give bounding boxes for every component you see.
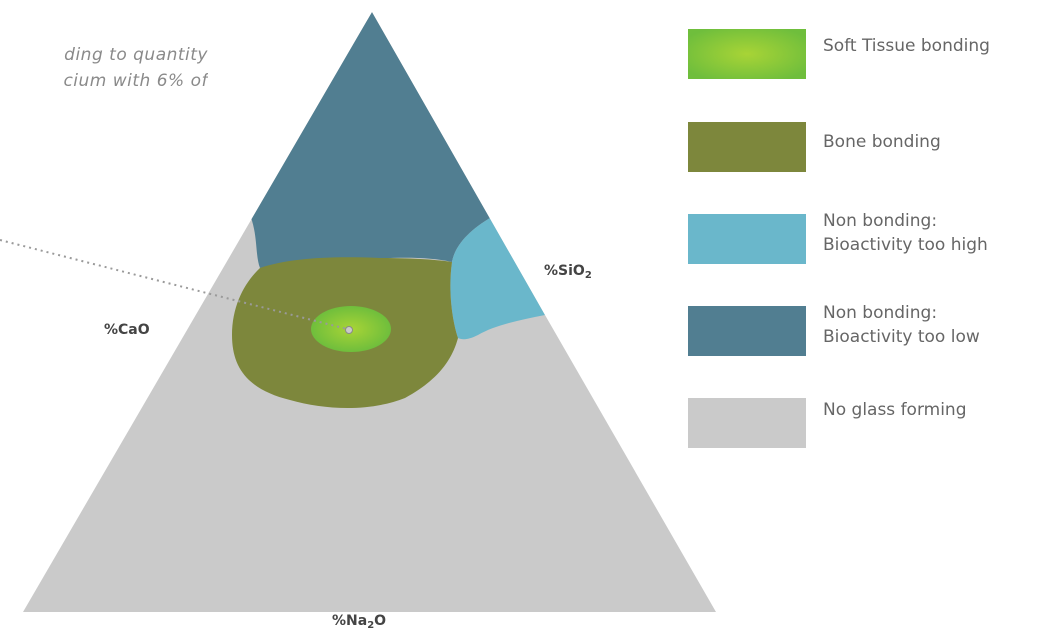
axis-label-na2o-base: %Na (332, 613, 368, 629)
caption-line-1: ding to quantity (64, 45, 208, 65)
legend-label-line-2: Bioactivity too high (823, 235, 988, 255)
legend-label-soft-tissue: Soft Tissue bonding (823, 34, 990, 58)
legend-label-too-high: Non bonding: Bioactivity too high (823, 209, 988, 257)
axis-label-cao: %CaO (104, 322, 150, 338)
legend-label-too-low: Non bonding: Bioactivity too low (823, 301, 980, 349)
region-bioactivity-too-high (450, 218, 545, 340)
axis-label-na2o-tail: O (374, 613, 387, 629)
legend-label-bone: Bone bonding (823, 130, 941, 154)
axis-label-sio2: %SiO2 (544, 263, 592, 281)
axis-label-cao-base: %CaO (104, 322, 150, 338)
legend-item-too-low: Non bonding: Bioactivity too low (688, 303, 1048, 356)
legend-swatch-soft-tissue-gradient (688, 29, 806, 79)
dot-marker-icon (345, 326, 353, 334)
legend-item-soft-tissue: Soft Tissue bonding (688, 29, 1048, 79)
legend-label-line-1: Bone bonding (823, 132, 941, 152)
legend-label-line-2: Bioactivity too low (823, 327, 980, 347)
axis-label-na2o: %Na2O (332, 613, 386, 631)
legend-swatch-no-glass (688, 398, 806, 448)
legend-label-line-1: No glass forming (823, 400, 967, 420)
axis-label-sio2-base: %SiO (544, 263, 585, 279)
legend-swatch-too-low (688, 306, 806, 356)
legend-label-line-1: Soft Tissue bonding (823, 36, 990, 56)
caption: ding to quantity cium with 6% of (0, 42, 208, 94)
legend-swatch-bone (688, 122, 806, 172)
legend-label-line-1: Non bonding: (823, 211, 938, 231)
legend-item-bone: Bone bonding (688, 122, 1048, 172)
caption-line-2: cium with 6% of (63, 71, 208, 91)
legend-swatch-too-high (688, 214, 806, 264)
legend-label-no-glass: No glass forming (823, 398, 967, 422)
legend-label-line-1: Non bonding: (823, 303, 938, 323)
legend-item-too-high: Non bonding: Bioactivity too high (688, 211, 1048, 264)
region-bioactivity-too-low (250, 12, 490, 268)
axis-label-sio2-sub: 2 (584, 270, 592, 281)
legend-item-no-glass: No glass forming (688, 398, 1048, 448)
axis-label-na2o-sub: 2 (367, 620, 375, 631)
